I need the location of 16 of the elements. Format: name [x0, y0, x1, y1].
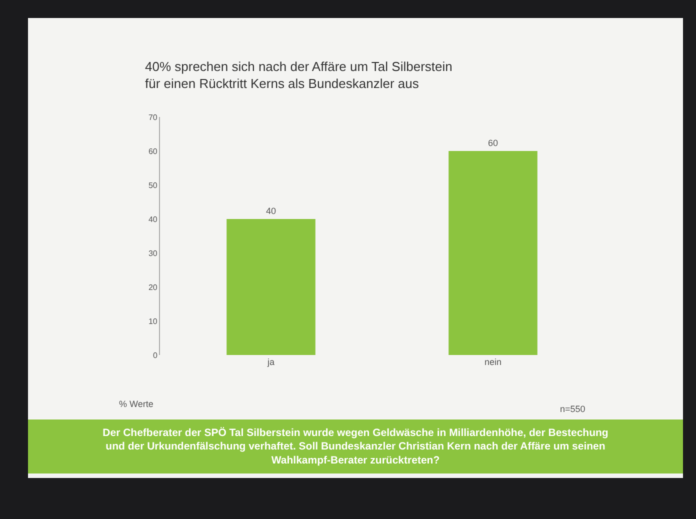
y-tick-label: 50 — [148, 180, 158, 190]
x-tick-label: nein — [484, 357, 502, 367]
text: n=550 — [560, 404, 586, 414]
y-tick-label: 60 — [148, 146, 158, 156]
y-tick-label: 20 — [148, 282, 158, 292]
data-label: 60 — [488, 138, 498, 148]
x-tick-label: ja — [266, 357, 275, 367]
data-label: 40 — [266, 206, 276, 216]
y-tick-label: 10 — [148, 316, 158, 326]
y-tick-label: 70 — [148, 112, 158, 122]
y-tick-label: 0 — [152, 350, 158, 360]
chart-title: 40% sprechen sich nach der Affäre um Tal Silberstein für einen Rücktritt Kerns als Bundeskanzler aus — [145, 58, 452, 91]
text: Der Chefberater der SPÖ Tal Silberstein wurde wegen Geldwäsche in Milliardenhöhe, der Bestechung und der Urkundenfälschung verhaftet. Soll Bundeskanzler Christian Kern nach der Affäre um seinen Wahlkampf-Berater zurücktreten? — [102, 427, 608, 466]
y-tick-label: 40 — [148, 214, 158, 224]
text: % Werte — [119, 399, 154, 409]
y-tick-label: 30 — [148, 248, 158, 258]
